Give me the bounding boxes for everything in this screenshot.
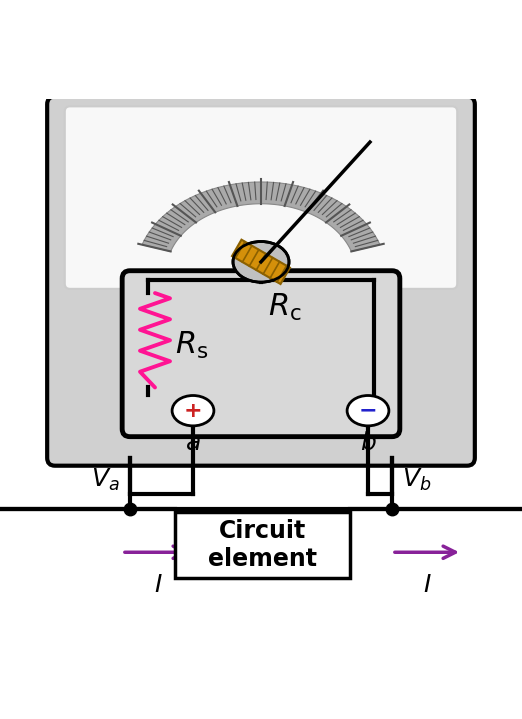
Text: $I$: $I$ (153, 574, 162, 597)
Text: $V_a$: $V_a$ (91, 467, 120, 493)
FancyBboxPatch shape (65, 106, 457, 289)
Bar (175, 513, 350, 577)
Text: $a$: $a$ (185, 432, 201, 455)
Text: Circuit
element: Circuit element (208, 519, 317, 571)
Text: $b$: $b$ (360, 432, 376, 455)
FancyBboxPatch shape (122, 271, 400, 436)
Ellipse shape (172, 395, 214, 426)
Text: +: + (184, 400, 203, 421)
Polygon shape (142, 182, 380, 252)
Text: $R_\mathrm{c}$: $R_\mathrm{c}$ (268, 292, 302, 323)
Text: $V_b$: $V_b$ (402, 467, 431, 493)
Text: $I$: $I$ (423, 574, 431, 597)
Text: $R_\mathrm{s}$: $R_\mathrm{s}$ (175, 330, 208, 361)
FancyBboxPatch shape (47, 96, 475, 466)
Text: −: − (359, 400, 377, 421)
Ellipse shape (233, 242, 289, 282)
Ellipse shape (347, 395, 389, 426)
Polygon shape (232, 239, 290, 284)
